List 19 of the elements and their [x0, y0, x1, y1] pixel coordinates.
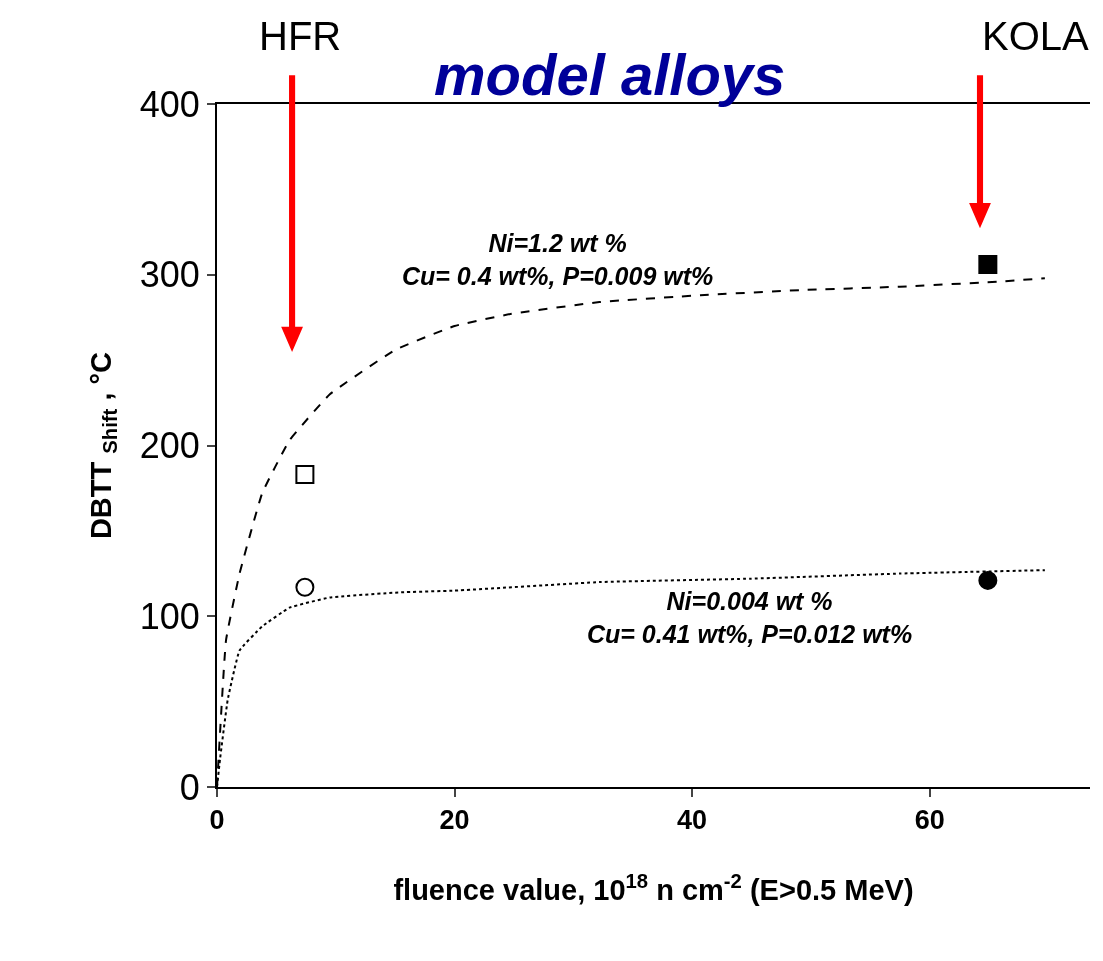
- y-tick-label: 200: [139, 425, 200, 467]
- annotation: Ni=0.004 wt % Cu= 0.41 wt%, P=0.012 wt%: [587, 587, 913, 648]
- point: [295, 465, 315, 485]
- x-tick-label: 20: [439, 805, 470, 836]
- text: KOLA: [982, 14, 1090, 58]
- y-tick-label: 0: [179, 766, 200, 808]
- text: HFR: [259, 14, 342, 58]
- point: [978, 570, 998, 590]
- point: [978, 255, 998, 275]
- y-tick-label: 400: [139, 83, 200, 125]
- x-tick-label: 40: [677, 805, 708, 836]
- point: [295, 577, 315, 597]
- x-axis-title: fluence value, 10$^{18}$ n cm$^{-2}$ (E>0.5 MeV): [393, 869, 914, 906]
- chart-title: model alloys: [434, 42, 786, 107]
- y-tick-label: 100: [139, 595, 200, 637]
- annotation: Ni=1.2 wt % Cu= 0.4 wt%, P=0.009 wt%: [402, 229, 714, 290]
- y-tick-label: 300: [139, 254, 200, 296]
- x-tick-label: 60: [914, 805, 945, 836]
- x-tick-label: 0: [209, 805, 225, 836]
